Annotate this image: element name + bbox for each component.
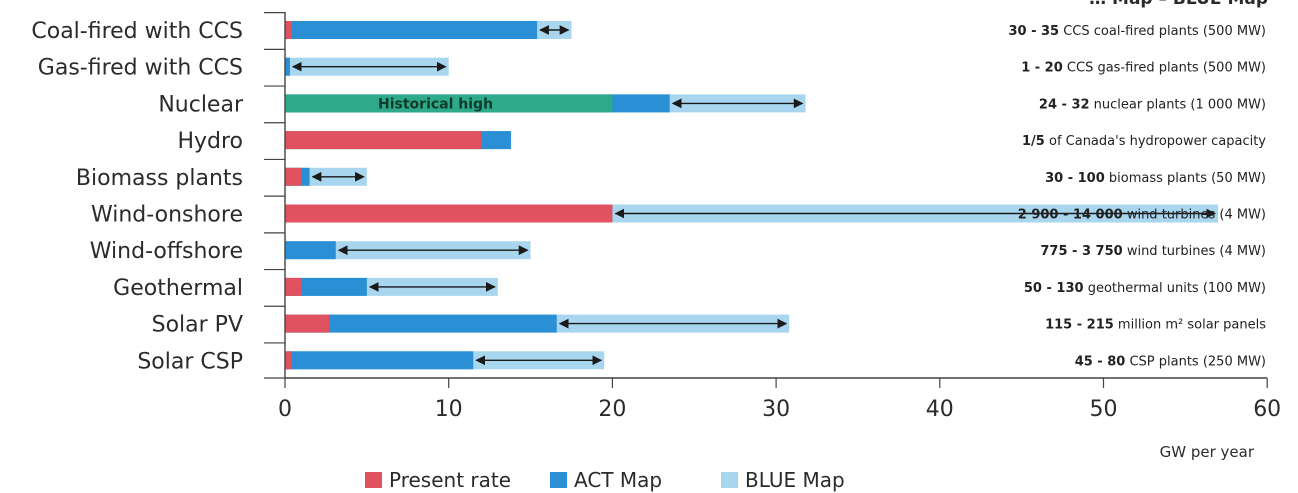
category-label: Wind-offshore xyxy=(90,239,243,264)
bar-present-rate xyxy=(285,167,302,186)
bar-act-map xyxy=(285,57,290,76)
bar-present-rate xyxy=(285,204,613,223)
annotation-range: 50 - 130 xyxy=(1024,281,1084,296)
x-axis-label: GW per year xyxy=(1160,443,1255,461)
bar-historical-high xyxy=(285,94,613,113)
category-label: Wind-onshore xyxy=(91,203,243,228)
row-annotation: 1 - 20 CCS gas-fired plants (500 MW) xyxy=(1021,61,1266,76)
row-annotation: 2 900 - 14 000 wind turbines (4 MW) xyxy=(1018,208,1266,223)
x-tick-label: 30 xyxy=(762,397,790,422)
legend-swatch xyxy=(721,472,738,488)
category-label: Coal-fired with CCS xyxy=(31,19,243,44)
annotation-text: of Canada's hydropower capacity xyxy=(1045,134,1266,149)
row-annotation: 30 - 100 biomass plants (50 MW) xyxy=(1045,171,1266,186)
historical-high-label: Historical high xyxy=(378,96,493,112)
annotation-text: wind turbines (4 MW) xyxy=(1123,244,1266,259)
bar-act-map xyxy=(285,21,538,39)
bar-present-rate xyxy=(285,131,482,150)
legend-swatch xyxy=(550,472,567,488)
x-tick-label: 10 xyxy=(435,397,463,422)
annotation-range: 24 - 32 xyxy=(1039,97,1090,112)
chart-title: … Map – BLUE Map xyxy=(1089,0,1268,9)
annotation-range: 775 - 3 750 xyxy=(1040,244,1122,259)
x-tick-label: 0 xyxy=(278,397,292,422)
bar-present-rate xyxy=(285,277,302,296)
annotation-text: wind turbines (4 MW) xyxy=(1123,208,1266,223)
annotation-text: CSP plants (250 MW) xyxy=(1125,354,1266,369)
annotation-text: geothermal units (100 MW) xyxy=(1084,281,1266,296)
annotation-range: 30 - 100 xyxy=(1045,171,1105,186)
bar-act-map xyxy=(285,351,474,370)
category-label: Gas-fired with CCS xyxy=(38,56,243,81)
row-annotation: 45 - 80 CSP plants (250 MW) xyxy=(1075,354,1266,369)
category-label: Geothermal xyxy=(113,276,243,301)
bar-act-map xyxy=(285,277,367,296)
legend-label: BLUE Map xyxy=(745,468,845,492)
category-label: Solar CSP xyxy=(137,349,243,374)
category-label: Nuclear xyxy=(158,92,244,117)
bar-act-map xyxy=(285,241,336,260)
legend-label: Present rate xyxy=(389,468,511,492)
bar-present-rate xyxy=(285,351,292,370)
category-label: Hydro xyxy=(177,129,243,154)
x-tick-label: 40 xyxy=(926,397,954,422)
bar-present-rate xyxy=(285,314,330,333)
row-annotation: 50 - 130 geothermal units (100 MW) xyxy=(1024,281,1266,296)
category-label: Biomass plants xyxy=(76,166,243,191)
legend-label: ACT Map xyxy=(574,468,662,492)
annotation-text: biomass plants (50 MW) xyxy=(1105,171,1266,186)
category-label: Solar PV xyxy=(152,313,243,338)
x-tick-label: 60 xyxy=(1253,397,1281,422)
x-tick-label: 20 xyxy=(598,397,626,422)
row-annotation: 115 - 215 million m² solar panels xyxy=(1045,318,1266,333)
annotation-text: nuclear plants (1 000 MW) xyxy=(1090,97,1266,112)
bar-present-rate xyxy=(285,21,292,39)
annotation-text: million m² solar panels xyxy=(1114,318,1266,333)
row-annotation: 1/5 of Canada's hydropower capacity xyxy=(1022,134,1266,149)
annotation-text: CCS gas-fired plants (500 MW) xyxy=(1063,61,1266,76)
annotation-range: 2 900 - 14 000 xyxy=(1018,208,1123,223)
row-annotation: 30 - 35 CCS coal-fired plants (500 MW) xyxy=(1008,24,1266,39)
annotation-range: 1/5 xyxy=(1022,134,1045,149)
row-annotation: 775 - 3 750 wind turbines (4 MW) xyxy=(1040,244,1266,259)
x-tick-label: 50 xyxy=(1090,397,1118,422)
annotation-range: 30 - 35 xyxy=(1008,24,1059,39)
annotation-range: 115 - 215 xyxy=(1045,318,1114,333)
legend-swatch xyxy=(365,472,382,488)
annotation-range: 45 - 80 xyxy=(1075,354,1126,369)
annotation-range: 1 - 20 xyxy=(1021,61,1063,76)
bar-act-map xyxy=(285,314,557,333)
annotation-text: CCS coal-fired plants (500 MW) xyxy=(1059,24,1266,39)
row-annotation: 24 - 32 nuclear plants (1 000 MW) xyxy=(1039,97,1266,112)
